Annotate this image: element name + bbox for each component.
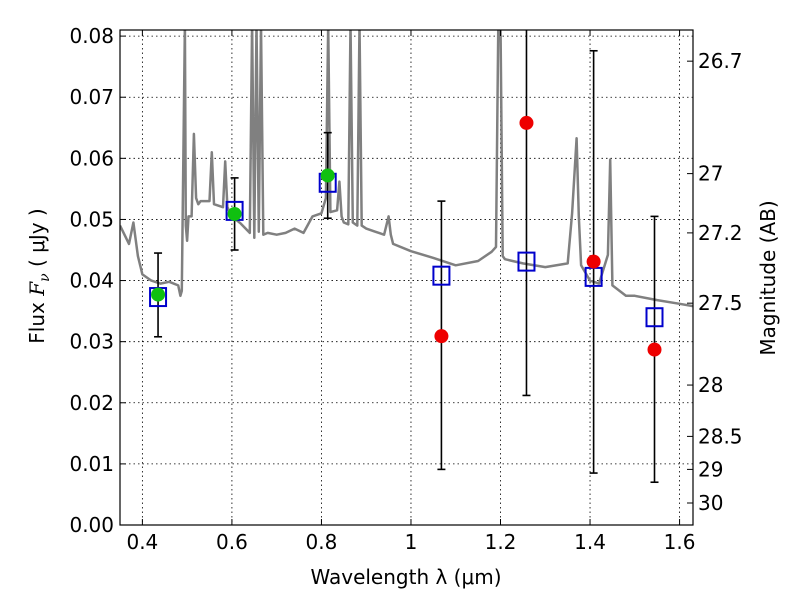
y-tick-label: 0.03: [69, 330, 114, 354]
right-tick-label: 26.7: [698, 49, 743, 73]
x-tick-label: 1.4: [574, 530, 606, 554]
x-tick-label: 1.2: [485, 530, 517, 554]
observed-red-point: [586, 254, 601, 269]
x-tick-label: 1.6: [664, 530, 696, 554]
right-tick-label: 29: [698, 457, 723, 481]
y-axis-label-suffix: ( μJy ): [25, 208, 49, 273]
y-axis-label: Flux Fν ( μJy ): [25, 208, 53, 343]
right-tick-label: 27: [698, 162, 723, 186]
y-axis-label-subscript: ν: [37, 273, 53, 282]
observed-green-point: [227, 206, 242, 221]
model-spectrum-layer: [120, 30, 693, 308]
observed-red-point: [519, 115, 534, 130]
axis-ticks: 0.4 0.6 0.8 1 1.2 1.4 1.6 0.00 0.01 0.02 0.03 0.04 0…: [69, 24, 742, 554]
plot-frame: [119, 29, 694, 526]
y-tick-label: 0.00: [69, 513, 114, 537]
y-tick-label: 0.05: [69, 207, 114, 231]
data-markers-layer: [149, 30, 664, 484]
observed-red-point: [434, 329, 449, 344]
x-tick-label: 1: [405, 530, 418, 554]
right-tick-label: 28.5: [698, 424, 743, 448]
model-bandpass-square: [432, 265, 451, 286]
y-axis-label-prefix: Flux: [25, 296, 49, 344]
right-tick-label: 27.5: [698, 291, 743, 315]
y-tick-label: 0.02: [69, 391, 114, 415]
x-tick-label: 0.8: [306, 530, 338, 554]
observed-green-point: [320, 168, 335, 183]
model-spectrum-line: [120, 30, 693, 308]
x-axis-label: Wavelength λ (μm): [310, 565, 501, 589]
right-axis-label: Magnitude (AB): [756, 200, 780, 355]
y-tick-label: 0.04: [69, 269, 114, 293]
right-tick-label: 27.2: [698, 221, 743, 245]
y-tick-label: 0.07: [69, 85, 114, 109]
x-tick-label: 0.4: [126, 530, 158, 554]
right-tick-label: 30: [698, 491, 723, 515]
grid-lines: [120, 30, 693, 526]
y-tick-label: 0.06: [69, 146, 114, 170]
right-tick-label: 28: [698, 373, 723, 397]
y-axis-label-symbol: F: [25, 281, 49, 297]
y-tick-label: 0.01: [69, 452, 114, 476]
model-bandpass-square: [517, 251, 536, 272]
observed-red-point: [647, 342, 662, 357]
model-bandpass-square: [645, 307, 664, 328]
observed-green-point: [151, 287, 166, 302]
x-tick-label: 0.6: [216, 530, 248, 554]
y-tick-label: 0.08: [69, 24, 114, 48]
